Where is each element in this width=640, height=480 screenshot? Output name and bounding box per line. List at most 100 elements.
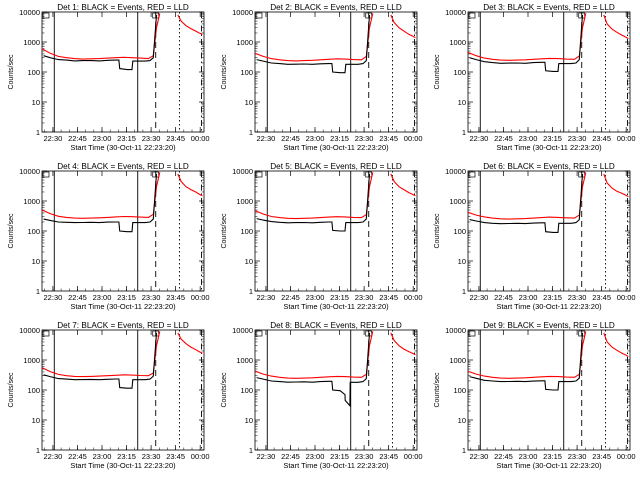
x-tick-label: 00:00 <box>617 134 636 143</box>
x-tick-label: 00:00 <box>617 293 636 302</box>
panel-title: Det 7: BLACK = Events, RED = LLD <box>57 321 189 330</box>
panel-det-3: Det 3: BLACK = Events, RED = LLD Counts/s… <box>434 3 636 152</box>
corner-marker <box>468 171 476 178</box>
panel-title: Det 3: BLACK = Events, RED = LLD <box>483 3 615 12</box>
x-tick-label: 23:00 <box>306 293 325 302</box>
y-tick-label: 10 <box>458 98 466 107</box>
x-tick-label: 00:00 <box>191 134 210 143</box>
x-tick-label: 22:45 <box>494 452 513 461</box>
x-tick-label: 23:00 <box>93 293 112 302</box>
panel-det-9: Det 9: BLACK = Events, RED = LLD Counts/s… <box>434 321 636 470</box>
x-tick-label: 23:15 <box>330 452 349 461</box>
x-tick-label: 22:30 <box>257 293 276 302</box>
x-axis-label: Start Time (30-Oct-11 22:23:20) <box>283 302 389 311</box>
x-tick-label: 23:30 <box>568 452 587 461</box>
y-tick-label: 100 <box>453 68 466 77</box>
y-tick-label: 10000 <box>232 8 253 17</box>
panel-title: Det 2: BLACK = Events, RED = LLD <box>270 3 402 12</box>
y-tick-label: 10 <box>32 416 40 425</box>
y-axis-label: Counts/sec <box>8 54 15 90</box>
x-tick-label: 23:15 <box>330 293 349 302</box>
x-tick-label: 23:45 <box>592 134 611 143</box>
x-axis-label: Start Time (30-Oct-11 22:23:20) <box>283 143 389 152</box>
corner-marker <box>42 330 50 337</box>
panel-title: Det 9: BLACK = Events, RED = LLD <box>483 321 615 330</box>
x-tick-label: 23:30 <box>355 134 374 143</box>
x-tick-label: 22:30 <box>44 293 63 302</box>
x-axis-label: Start Time (30-Oct-11 22:23:20) <box>496 143 602 152</box>
x-tick-label: 23:00 <box>93 452 112 461</box>
x-tick-label: 00:00 <box>191 293 210 302</box>
top-marker <box>578 171 586 178</box>
y-axis-label: Counts/sec <box>434 372 441 408</box>
x-axis-label: Start Time (30-Oct-11 22:23:20) <box>496 302 602 311</box>
lld-series-line <box>42 331 161 378</box>
y-tick-label: 10 <box>245 98 253 107</box>
lld-series-line <box>42 172 161 219</box>
panel-det-4: Det 4: BLACK = Events, RED = LLD Counts/s… <box>8 162 210 311</box>
x-tick-label: 23:45 <box>166 134 185 143</box>
lld-series-tail-line <box>390 173 416 197</box>
x-axis-label: Start Time (30-Oct-11 22:23:20) <box>283 461 389 470</box>
x-tick-label: 23:15 <box>543 452 562 461</box>
y-axis-label: Counts/sec <box>221 213 228 249</box>
y-tick-label: 10 <box>32 257 40 266</box>
y-tick-label: 1 <box>249 128 253 137</box>
lld-series-tail-line <box>603 173 629 198</box>
x-tick-label: 22:30 <box>257 452 276 461</box>
y-tick-label: 1000 <box>23 38 40 47</box>
y-tick-label: 100 <box>27 68 40 77</box>
events-series-line <box>469 14 584 72</box>
lld-series-line <box>468 331 587 379</box>
y-axis-label: Counts/sec <box>434 54 441 90</box>
x-axis-label: Start Time (30-Oct-11 22:23:20) <box>70 143 176 152</box>
x-tick-label: 22:45 <box>281 293 300 302</box>
corner-marker <box>255 171 263 178</box>
y-tick-label: 1000 <box>23 356 40 365</box>
y-tick-label: 1 <box>462 128 466 137</box>
y-tick-label: 10000 <box>445 167 466 176</box>
x-tick-label: 22:45 <box>494 134 513 143</box>
x-tick-label: 22:30 <box>470 134 489 143</box>
x-tick-label: 23:15 <box>117 134 136 143</box>
panel-det-6: Det 6: BLACK = Events, RED = LLD Counts/s… <box>434 162 636 311</box>
y-tick-label: 1 <box>249 446 253 455</box>
y-axis-label: Counts/sec <box>8 213 15 249</box>
y-tick-label: 10 <box>458 416 466 425</box>
x-tick-label: 23:15 <box>543 293 562 302</box>
y-tick-label: 1000 <box>236 197 253 206</box>
lld-series-tail-line <box>177 332 203 354</box>
panel-det-5: Det 5: BLACK = Events, RED = LLD Counts/s… <box>221 162 423 311</box>
events-series-line <box>469 332 584 391</box>
x-tick-label: 22:30 <box>470 293 489 302</box>
lld-series-line <box>42 13 161 60</box>
lld-series-line <box>468 172 587 220</box>
lld-series-tail-line <box>603 14 629 40</box>
x-tick-label: 23:00 <box>306 452 325 461</box>
y-tick-label: 1 <box>462 287 466 296</box>
x-tick-label: 23:30 <box>142 293 161 302</box>
y-tick-label: 10000 <box>232 326 253 335</box>
corner-marker <box>42 12 50 19</box>
y-axis-label: Counts/sec <box>434 213 441 249</box>
top-marker <box>365 330 373 337</box>
panel-det-8: Det 8: BLACK = Events, RED = LLD Counts/s… <box>221 321 423 470</box>
lld-series-line <box>255 13 374 62</box>
y-tick-label: 1 <box>36 287 40 296</box>
y-tick-label: 1000 <box>449 356 466 365</box>
y-tick-label: 10000 <box>19 8 40 17</box>
y-tick-label: 100 <box>27 386 40 395</box>
y-axis-label: Counts/sec <box>221 372 228 408</box>
lld-series-tail-line <box>603 332 629 358</box>
panel-det-1: Det 1: BLACK = Events, RED = LLD Counts/s… <box>8 3 210 152</box>
x-axis-label: Start Time (30-Oct-11 22:23:20) <box>496 461 602 470</box>
y-tick-label: 100 <box>240 386 253 395</box>
x-tick-label: 23:15 <box>117 452 136 461</box>
x-tick-label: 22:45 <box>281 134 300 143</box>
lld-series-tail-line <box>390 14 416 39</box>
y-tick-label: 10000 <box>232 167 253 176</box>
x-tick-label: 23:30 <box>142 134 161 143</box>
events-series-line <box>256 173 371 232</box>
x-tick-label: 22:30 <box>257 134 276 143</box>
y-tick-label: 1000 <box>449 38 466 47</box>
